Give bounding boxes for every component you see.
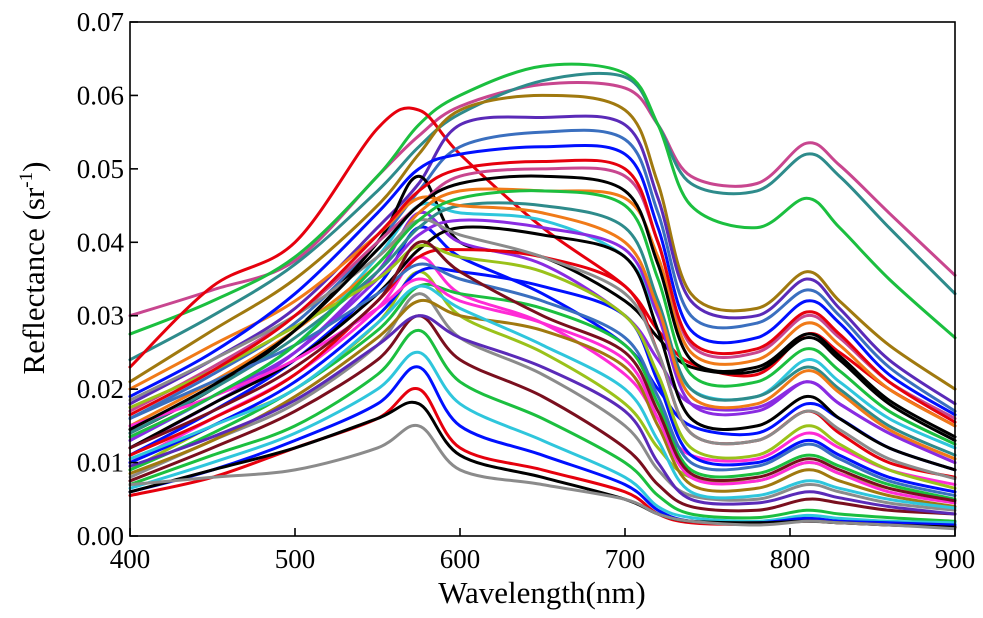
y-axis-label-main: Reflectance (sr <box>16 187 51 374</box>
y-tick-label-4: 0.04 <box>77 227 125 257</box>
x-tick-label-800: 800 <box>770 544 811 574</box>
series-line-7 <box>128 128 957 420</box>
series-line-21 <box>128 423 957 531</box>
series-line-6 <box>128 114 957 406</box>
axes-layer: 400 500 600 700 800 900 0.00 0.01 0.02 0.03 0.04 0.… <box>77 7 976 574</box>
series-line-15 <box>128 314 957 516</box>
y-axis-label: Reflectance (sr-1) <box>16 162 51 375</box>
x-tick-label-400: 400 <box>110 544 151 574</box>
series-line-1 <box>128 80 957 318</box>
y-axis-label-close: ) <box>16 162 51 172</box>
x-axis-label: Wavelength(nm) <box>438 575 646 610</box>
y-tick-label-3: 0.03 <box>77 301 124 331</box>
series-line-5 <box>128 93 957 391</box>
series-line-34 <box>128 240 957 503</box>
series-line-18 <box>128 365 957 527</box>
series-line-39 <box>128 143 957 417</box>
series-line-42 <box>128 174 957 439</box>
y-tick-label-7: 0.07 <box>77 7 124 37</box>
y-tick-label-6: 0.06 <box>77 80 124 110</box>
series-line-24 <box>128 201 957 457</box>
series-line-14 <box>128 292 957 512</box>
series-layer <box>128 62 957 531</box>
series-line-36 <box>128 314 957 516</box>
y-tick-label-0: 0.00 <box>77 521 124 551</box>
series-line-31 <box>128 277 957 505</box>
x-tick-label-900: 900 <box>935 544 976 574</box>
y-tick-label-1: 0.01 <box>77 448 124 478</box>
series-line-41 <box>128 189 957 446</box>
series-line-3 <box>128 62 957 340</box>
x-tick-label-500: 500 <box>275 544 316 574</box>
series-line-40 <box>128 158 957 424</box>
series-line-2 <box>128 71 957 362</box>
plot-frame <box>129 21 956 537</box>
series-line-16 <box>128 328 957 523</box>
y-tick-label-2: 0.02 <box>77 374 124 404</box>
x-tick-label-600: 600 <box>440 544 481 574</box>
series-line-30 <box>128 298 957 509</box>
series-line-35 <box>128 284 957 510</box>
series-line-38 <box>128 195 957 461</box>
series-line-17 <box>128 350 957 525</box>
y-tick-label-5: 0.05 <box>77 154 124 184</box>
series-line-26 <box>128 218 957 465</box>
y-axis-label-sup: -1 <box>16 172 37 188</box>
x-tick-label-700: 700 <box>605 544 646 574</box>
